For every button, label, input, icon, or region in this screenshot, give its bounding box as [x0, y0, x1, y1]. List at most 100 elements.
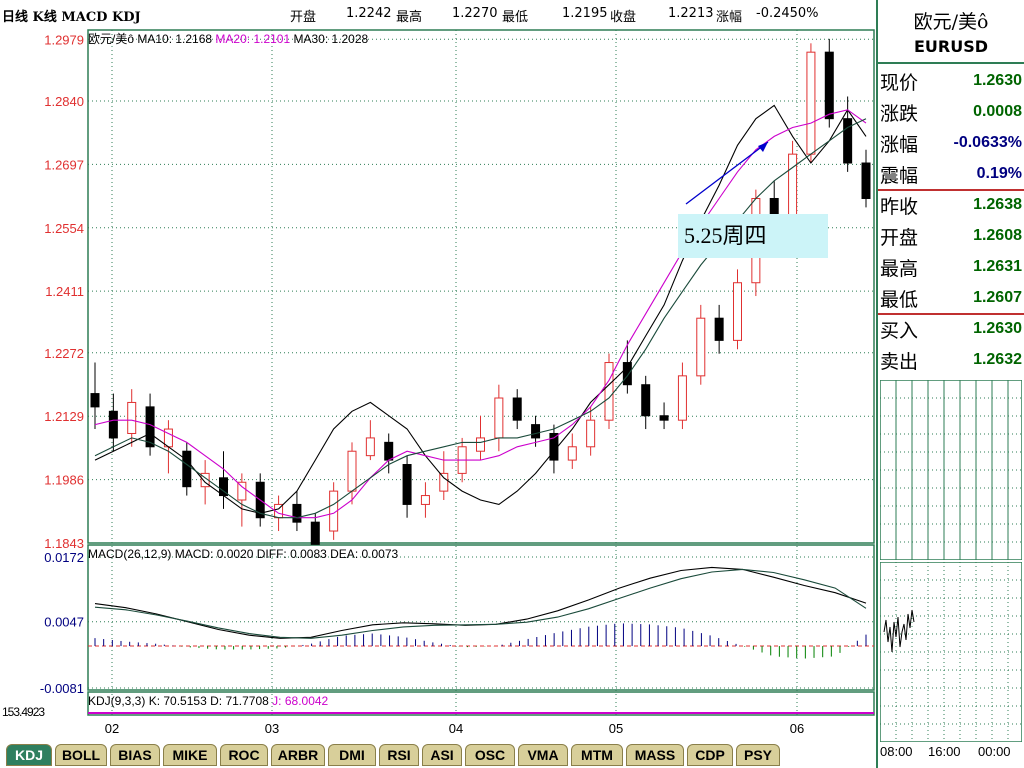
candle-body [108, 410, 118, 439]
diff-line [94, 566, 867, 639]
macd-tick-label: 0.0172 [44, 550, 84, 565]
grid-layer [87, 29, 875, 716]
price-tick-label: 1.2272 [44, 346, 84, 361]
candle-body [200, 472, 210, 488]
quote-value: 1.2632 [973, 351, 1022, 368]
candle-body [476, 437, 485, 452]
tab-kdj[interactable]: KDJ [6, 744, 52, 766]
tab-roc[interactable]: ROC [220, 744, 268, 766]
quote-row: 昨收 1.2638 [880, 190, 1024, 221]
quote-label: 最低 [880, 289, 919, 311]
candle-body [127, 401, 137, 434]
candle-body [659, 415, 669, 421]
tab-vma[interactable]: VMA [518, 744, 568, 766]
tab-mass[interactable]: MASS [626, 744, 684, 766]
diff-value: DIFF: 0.0083 [256, 547, 327, 561]
candle-body [861, 162, 871, 199]
dea-line [94, 568, 867, 639]
tab-boll[interactable]: BOLL [55, 744, 107, 766]
x-tick-label: 06 [790, 721, 804, 736]
ma-line-ma20 [94, 109, 867, 519]
tick-grid-border [880, 380, 1022, 560]
price-legend: 欧元/美ô MA10: 1.2168 MA20: 1.2101 MA30: 1.… [88, 30, 368, 47]
price-tick-label: 1.1843 [44, 536, 84, 551]
quote-header: 欧元/美ô EURUSD [878, 0, 1024, 64]
quote-label: 现价 [880, 72, 919, 94]
tab-arbr[interactable]: ARBR [271, 744, 325, 766]
annotation-arrow [685, 141, 769, 205]
chart-header: 日线 K线 MACD KDJ 开盘 1.2242 最高 1.2270 最低 1.… [0, 0, 876, 28]
quote-value: 1.2607 [973, 289, 1022, 306]
x-tick-label: 04 [449, 721, 463, 736]
candle-body [824, 51, 834, 120]
quote-value: 0.19% [976, 165, 1022, 182]
x-tick-label: 03 [265, 721, 279, 736]
quote-row: 现价 1.2630 [880, 66, 1024, 97]
time-label-2: 16:00 [928, 744, 961, 759]
legend-ma20: MA20: 1.2101 [215, 32, 291, 46]
x-tick-label: 05 [609, 721, 623, 736]
quote-row: 买入 1.2630 [880, 314, 1024, 345]
candle-body [145, 406, 155, 448]
candle-body [347, 450, 357, 492]
candle-body [733, 282, 742, 341]
candle-body [384, 441, 394, 461]
kdj-k: K: 70.5153 [148, 694, 207, 708]
kdj-d: D: 71.7708 [210, 694, 269, 708]
quote-value: 1.2630 [973, 72, 1022, 89]
candle-body [494, 397, 504, 439]
price-tick-label: 1.2129 [44, 409, 84, 424]
candle-body [237, 481, 247, 501]
kdj-panel-border [87, 691, 875, 716]
kdj-j: J: 68.0042 [272, 694, 329, 708]
price-tick-label: 1.2979 [44, 32, 84, 47]
high-label: 最高 [396, 10, 423, 25]
tab-bias[interactable]: BIAS [110, 744, 160, 766]
change-value: -0.2450% [756, 6, 819, 21]
price-tick-label: 1.2411 [45, 284, 84, 299]
change-label: 涨幅 [716, 10, 743, 25]
macd-tick-label: 0.0047 [44, 615, 84, 630]
macd-panel-border [87, 544, 875, 691]
chart-canvas: 1.2979 1.2840 1.2697 1.2554 1.2411 1.2272 1.21… [40, 29, 875, 736]
quote-value: 1.2631 [973, 258, 1022, 275]
quote-value: 1.2638 [973, 196, 1022, 213]
quote-separator [878, 189, 1024, 191]
candle-layer [90, 38, 871, 545]
low-value: 1.2195 [562, 6, 608, 21]
macd-tick-label: -0.0081 [40, 681, 84, 696]
candle-body [677, 375, 687, 421]
candle-body [788, 153, 798, 222]
tab-dmi[interactable]: DMI [328, 744, 376, 766]
candle-body [439, 472, 449, 492]
candle-body [806, 51, 816, 155]
candle-body [843, 118, 853, 164]
price-tick-label: 1.2840 [44, 94, 84, 109]
tab-mtm[interactable]: MTM [571, 744, 623, 766]
candle-body [182, 450, 192, 488]
price-tick-label: 1.2697 [44, 157, 84, 172]
candle-body [586, 419, 596, 448]
tab-rsi[interactable]: RSI [379, 744, 419, 766]
candle-body [714, 317, 724, 341]
high-value: 1.2270 [452, 6, 498, 21]
macd-layer [88, 566, 874, 714]
tab-mike[interactable]: MIKE [163, 744, 217, 766]
candle-body [531, 424, 541, 439]
candle-body [329, 490, 339, 532]
tab-osc[interactable]: OSC [465, 744, 515, 766]
kdj-legend: KDJ(9,3,3) K: 70.5153 D: 71.7708 J: 68.0… [88, 694, 328, 708]
intraday-mini-chart [880, 562, 1022, 742]
tab-cdp[interactable]: CDP [687, 744, 733, 766]
quote-panel: 欧元/美ô EURUSD 现价 1.2630 涨跌 0.0008 涨幅 -0.0633% 震… [876, 0, 1024, 768]
quote-row: 开盘 1.2608 [880, 221, 1024, 252]
annotation-arrowhead [758, 142, 768, 152]
quote-separator [878, 313, 1024, 315]
candle-body [310, 521, 320, 545]
ma-line-ma10 [94, 104, 867, 514]
tab-psy[interactable]: PSY [736, 744, 780, 766]
quote-label: 开盘 [880, 227, 919, 249]
legend-ma30: MA30: 1.2028 [293, 32, 369, 46]
tab-asi[interactable]: ASI [422, 744, 462, 766]
time-label-3: 00:00 [978, 744, 1011, 759]
